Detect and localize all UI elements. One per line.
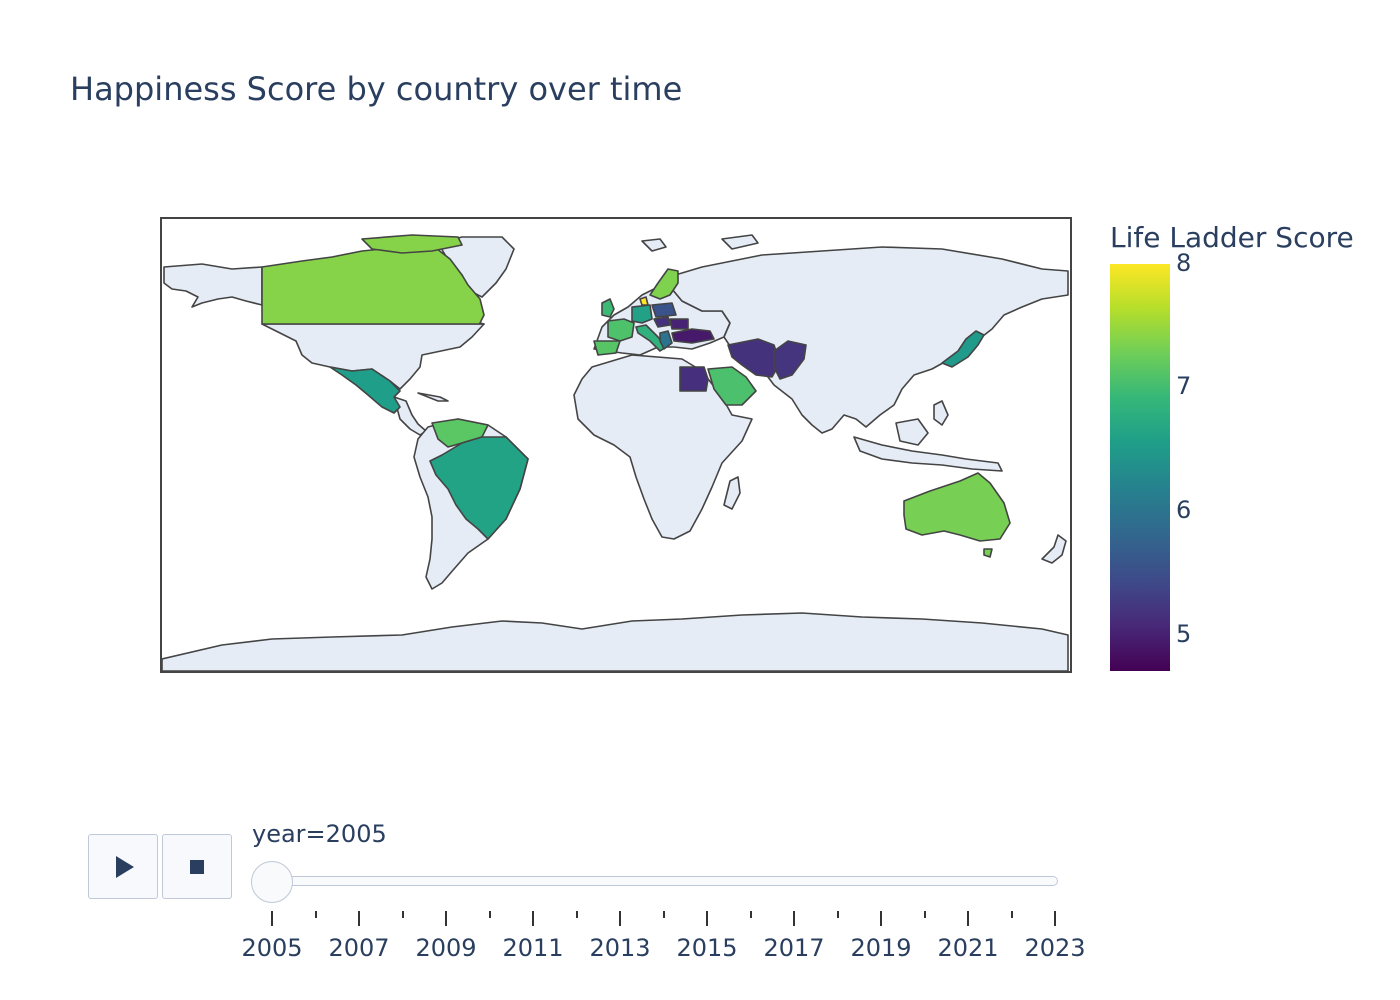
world-map[interactable] [160, 217, 1072, 673]
slider-current-label: year=2005 [252, 820, 387, 848]
land-madagascar [723, 476, 741, 510]
slider-minor-tick [662, 911, 665, 918]
country-brazil[interactable] [429, 436, 529, 540]
slider-major-tick [793, 911, 795, 926]
land-philippines [933, 400, 949, 426]
stop-button[interactable] [162, 834, 232, 899]
colorbar-tick: 8 [1176, 249, 1192, 277]
slider-major-tick [880, 911, 882, 926]
stop-icon [190, 859, 204, 874]
slider-minor-tick [488, 911, 491, 918]
slider-year-label[interactable]: 2009 [415, 934, 477, 962]
colorbar-tick: 6 [1176, 496, 1192, 524]
slider-minor-tick [401, 911, 404, 918]
colorbar-title: Life Ladder Score [1110, 221, 1354, 254]
land-svalbard [641, 238, 667, 252]
slider-year-label[interactable]: 2019 [850, 934, 912, 962]
slider-major-tick [967, 911, 969, 926]
country-mexico[interactable] [329, 366, 401, 414]
colorbar-tick: 7 [1176, 372, 1192, 400]
country-canada-arctic-islands[interactable] [361, 234, 463, 254]
slider-major-tick [271, 911, 273, 926]
slider-major-tick [358, 911, 360, 926]
play-icon [116, 855, 134, 878]
country-poland[interactable] [651, 302, 677, 318]
land-borneo [895, 418, 929, 446]
slider-minor-tick [836, 911, 839, 918]
slider-minor-tick [1010, 911, 1013, 918]
map-svg[interactable] [162, 219, 1070, 671]
slider-minor-tick [575, 911, 578, 918]
slider-year-label[interactable]: 2005 [241, 934, 303, 962]
slider-year-label[interactable]: 2023 [1024, 934, 1086, 962]
country-australia-tasmania[interactable] [983, 548, 993, 558]
land-cuba [417, 392, 449, 402]
land-central-america [393, 396, 427, 436]
slider-year-label[interactable]: 2017 [763, 934, 825, 962]
country-france[interactable] [607, 318, 635, 342]
slider-major-tick [445, 911, 447, 926]
land-new-zealand [1041, 534, 1067, 564]
country-romania[interactable] [669, 318, 689, 330]
slider-handle[interactable] [251, 861, 293, 903]
slider-major-tick [706, 911, 708, 926]
chart-title: Happiness Score by country over time [70, 70, 683, 108]
land-novaya-zemlya [721, 234, 759, 250]
colorbar [1110, 264, 1170, 671]
country-united-kingdom[interactable] [601, 298, 615, 318]
slider-rail[interactable] [272, 876, 1058, 886]
country-spain[interactable] [593, 340, 621, 356]
country-denmark[interactable] [639, 296, 649, 306]
slider-year-label[interactable]: 2013 [589, 934, 651, 962]
country-hungary[interactable] [653, 316, 671, 328]
country-canada[interactable] [261, 244, 485, 325]
country-greece[interactable] [659, 330, 673, 350]
country-pakistan[interactable] [773, 340, 807, 380]
country-saudi-arabia[interactable] [707, 366, 757, 406]
slider-minor-tick [923, 911, 926, 918]
country-sweden[interactable] [649, 268, 679, 300]
land-antarctica [162, 612, 1069, 671]
slider-year-label[interactable]: 2007 [328, 934, 390, 962]
country-italy[interactable] [635, 324, 667, 352]
slider-year-label[interactable]: 2011 [502, 934, 564, 962]
play-button[interactable] [88, 834, 158, 899]
country-germany[interactable] [631, 304, 653, 324]
slider-major-tick [1054, 911, 1056, 926]
slider-minor-tick [749, 911, 752, 918]
land-indonesia [853, 436, 1003, 472]
slider-major-tick [619, 911, 621, 926]
country-iran[interactable] [727, 338, 781, 378]
slider-major-tick [532, 911, 534, 926]
country-egypt[interactable] [679, 366, 709, 392]
colorbar-tick: 5 [1176, 620, 1192, 648]
slider-year-label[interactable]: 2015 [676, 934, 738, 962]
slider-minor-tick [314, 911, 317, 918]
country-turkey[interactable] [671, 328, 715, 344]
land-alaska [163, 263, 263, 308]
country-australia[interactable] [903, 472, 1011, 542]
slider-year-label[interactable]: 2021 [937, 934, 999, 962]
country-japan[interactable] [941, 330, 985, 368]
